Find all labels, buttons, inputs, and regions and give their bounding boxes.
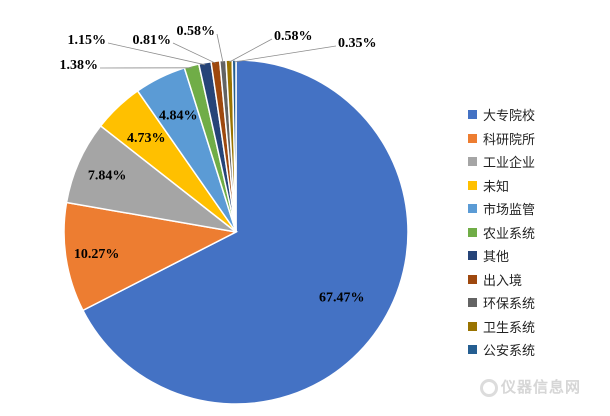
leader-line xyxy=(107,42,206,66)
legend-label: 其他 xyxy=(483,250,510,266)
legend-item: 卫生系统 xyxy=(468,315,598,339)
legend-label: 工业企业 xyxy=(483,156,536,172)
legend-item: 其他 xyxy=(468,244,598,268)
leader-lines xyxy=(99,33,337,69)
legend-item: 大专院校 xyxy=(468,103,598,127)
pie-slice xyxy=(63,201,239,312)
legend-item: 工业企业 xyxy=(468,150,598,174)
data-labels: 67.47% 10.27% 7.84% 4.73% 4.84% 1.38% 1.15% 0.8… xyxy=(60,24,377,306)
legend-label: 卫生系统 xyxy=(483,320,536,336)
legend-item: 公安系统 xyxy=(468,338,598,362)
watermark-text: 仪器信息网 xyxy=(501,378,582,396)
watermark: 仪器信息网 xyxy=(480,376,581,397)
legend-item: 出入境 xyxy=(468,268,598,292)
data-label: 0.35% xyxy=(338,36,377,51)
data-label: 7.84% xyxy=(88,169,127,184)
legend-label: 市场监管 xyxy=(483,203,536,219)
pie-slice xyxy=(81,59,409,405)
legend-item: 未知 xyxy=(468,174,598,198)
leader-line xyxy=(234,45,337,63)
pie-slices xyxy=(63,59,409,405)
data-label: 0.81% xyxy=(133,33,172,48)
chart-legend: 大专院校科研院所工业企业未知市场监管农业系统其他出入境环保系统卫生系统公安系统 xyxy=(468,103,598,362)
data-label: 0.58% xyxy=(177,24,216,39)
data-label: 4.73% xyxy=(127,131,166,146)
legend-swatch xyxy=(468,157,477,167)
legend-swatch xyxy=(468,345,477,355)
legend-label: 出入境 xyxy=(483,273,523,289)
legend-swatch xyxy=(468,110,477,120)
legend-label: 环保系统 xyxy=(483,297,536,313)
data-label: 4.84% xyxy=(159,109,198,124)
leader-line xyxy=(229,38,273,63)
legend-swatch xyxy=(468,274,477,284)
instrument-logo-icon xyxy=(480,378,498,397)
legend-label: 农业系统 xyxy=(483,226,536,242)
legend-item: 环保系统 xyxy=(468,291,598,315)
legend-swatch xyxy=(468,133,477,143)
data-label: 0.58% xyxy=(274,29,313,44)
legend-item: 市场监管 xyxy=(468,197,598,221)
legend-label: 大专院校 xyxy=(483,109,536,125)
legend-item: 农业系统 xyxy=(468,221,598,245)
legend-swatch xyxy=(468,180,477,190)
legend-swatch xyxy=(468,204,477,214)
legend-label: 科研院所 xyxy=(483,132,536,148)
legend-swatch xyxy=(468,227,477,237)
leader-line xyxy=(216,33,224,63)
legend-label: 公安系统 xyxy=(483,344,536,360)
legend-item: 科研院所 xyxy=(468,127,598,151)
data-label: 1.38% xyxy=(60,58,99,73)
data-label: 67.47% xyxy=(319,291,365,306)
legend-swatch xyxy=(468,321,477,331)
legend-swatch xyxy=(468,251,477,261)
data-label: 10.27% xyxy=(74,247,120,262)
legend-label: 未知 xyxy=(483,179,510,195)
leader-line xyxy=(172,42,216,64)
data-label: 1.15% xyxy=(68,33,107,48)
legend-swatch xyxy=(468,298,477,308)
